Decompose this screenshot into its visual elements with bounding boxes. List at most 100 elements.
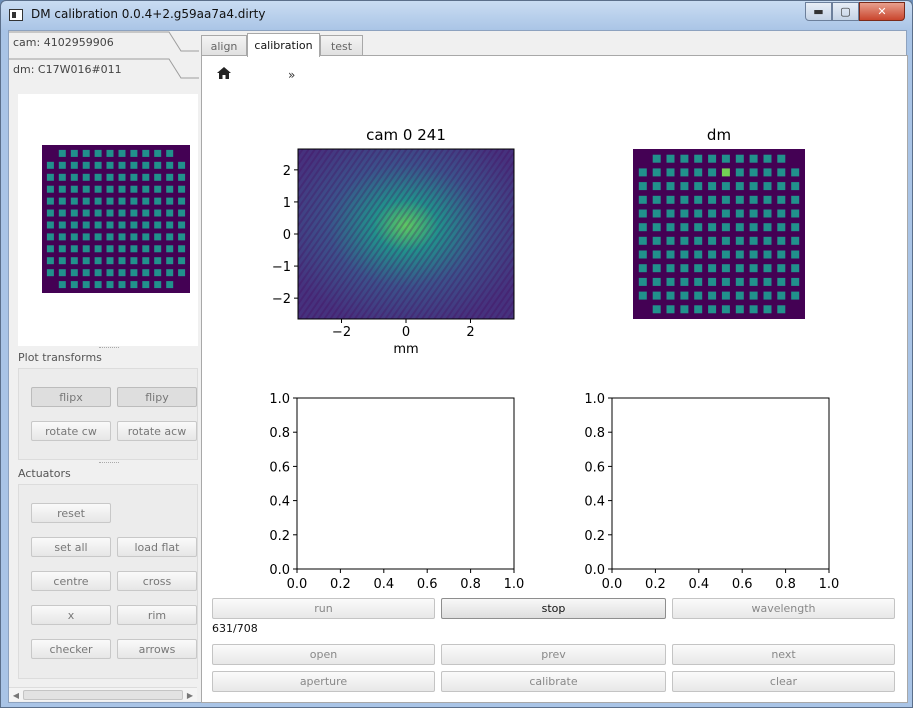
rotate-cw-button[interactable]: rotate cw <box>31 421 111 441</box>
scroll-right-icon[interactable]: ▶ <box>186 690 194 700</box>
minimize-button[interactable]: ▬ <box>805 2 832 21</box>
stop-button[interactable]: stop <box>441 598 666 619</box>
dm-actuator <box>721 195 730 204</box>
empty-plot-left-y-tick-label: 0.0 <box>269 563 290 578</box>
window-title: DM calibration 0.0.4+2.g59aa7a4.dirty <box>31 7 266 21</box>
flipy-button[interactable]: flipy <box>117 387 197 407</box>
dm-preview-image <box>42 145 190 293</box>
dm-actuator <box>70 269 78 277</box>
dm-actuator <box>777 195 786 204</box>
horizontal-scrollbar[interactable]: ◀ ▶ <box>9 687 197 701</box>
dm-actuator <box>82 269 90 277</box>
reset-button[interactable]: reset <box>31 503 111 523</box>
x-button[interactable]: x <box>31 605 111 625</box>
dm-actuator <box>791 277 800 286</box>
dm-actuator <box>106 161 114 169</box>
home-icon[interactable] <box>216 66 232 80</box>
dm-actuator <box>142 185 150 193</box>
dm-actuator <box>130 221 138 229</box>
dm-actuator <box>777 264 786 273</box>
dm-actuator <box>666 277 675 286</box>
dm-actuator <box>70 149 78 157</box>
dm-actuator <box>118 269 126 277</box>
dm-actuator <box>106 149 114 157</box>
more-icon[interactable]: » <box>288 68 296 82</box>
dm-actuator <box>735 209 744 218</box>
dm-actuator <box>749 250 758 259</box>
side-tab-cam[interactable]: cam: 4102959906 <box>9 31 199 55</box>
dm-actuator <box>154 149 162 157</box>
prev-button[interactable]: prev <box>441 644 666 665</box>
dm-actuator <box>58 281 66 289</box>
dm-actuator <box>154 209 162 217</box>
dm-actuator <box>749 195 758 204</box>
dm-actuator <box>118 245 126 253</box>
cross-button[interactable]: cross <box>117 571 197 591</box>
dm-actuator <box>106 173 114 181</box>
set-all-button[interactable]: set all <box>31 537 111 557</box>
splitter-handle[interactable] <box>99 347 119 350</box>
maximize-button[interactable]: ▢ <box>832 2 859 21</box>
dm-actuator <box>94 269 102 277</box>
arrows-button[interactable]: arrows <box>117 639 197 659</box>
dm-actuator <box>142 269 150 277</box>
dm-actuator <box>178 257 186 265</box>
dm-actuator <box>791 182 800 191</box>
dm-actuator <box>763 250 772 259</box>
load-flat-button[interactable]: load flat <box>117 537 197 557</box>
close-button[interactable]: ✕ <box>859 2 905 21</box>
empty-plot-left-y-tick-label: 0.6 <box>269 460 290 475</box>
tab-test[interactable]: test <box>320 35 363 56</box>
splitter-handle[interactable] <box>99 462 119 465</box>
scroll-left-icon[interactable]: ◀ <box>12 690 20 700</box>
run-button[interactable]: run <box>212 598 435 619</box>
dm-actuator <box>680 182 689 191</box>
dm-actuator <box>58 173 66 181</box>
open-button[interactable]: open <box>212 644 435 665</box>
centre-button[interactable]: centre <box>31 571 111 591</box>
dm-actuator <box>708 291 717 300</box>
rotate-acw-button[interactable]: rotate acw <box>117 421 197 441</box>
flipx-button[interactable]: flipx <box>31 387 111 407</box>
dm-actuator <box>721 264 730 273</box>
dm-actuator <box>638 277 647 286</box>
empty-plot-left-x-tick-label: 1.0 <box>504 577 525 592</box>
aperture-button[interactable]: aperture <box>212 671 435 692</box>
tab-align[interactable]: align <box>201 35 247 56</box>
wavelength-button[interactable]: wavelength <box>672 598 895 619</box>
side-tab-dm[interactable]: dm: C17W016#011 <box>9 58 199 82</box>
rim-button[interactable]: rim <box>117 605 197 625</box>
title-bar[interactable]: DM calibration 0.0.4+2.g59aa7a4.dirty ▬ … <box>1 1 912 29</box>
dm-actuator <box>791 195 800 204</box>
dm-actuator <box>652 291 661 300</box>
dm-actuator <box>680 264 689 273</box>
dm-actuator <box>777 154 786 163</box>
empty-plot-right-x-tick-label: 0.2 <box>645 577 666 592</box>
dm-actuator <box>82 281 90 289</box>
empty-plot-left-y-tick-label: 1.0 <box>269 392 290 407</box>
dm-actuator <box>118 197 126 205</box>
tab-calibration[interactable]: calibration <box>247 33 320 57</box>
dm-actuator <box>694 250 703 259</box>
dm-actuator <box>118 173 126 181</box>
dm-actuator <box>721 168 730 177</box>
dm-actuator <box>680 154 689 163</box>
cam-y-tick-label: 2 <box>283 164 291 179</box>
dm-actuator <box>749 291 758 300</box>
dm-actuator <box>106 221 114 229</box>
dm-actuator <box>749 223 758 232</box>
dm-actuator <box>70 173 78 181</box>
checker-button[interactable]: checker <box>31 639 111 659</box>
dm-actuator <box>46 185 54 193</box>
dm-actuator <box>46 197 54 205</box>
dm-actuator <box>58 185 66 193</box>
dm-actuator <box>680 305 689 314</box>
dm-actuator <box>763 277 772 286</box>
dm-actuator <box>82 197 90 205</box>
calibrate-button[interactable]: calibrate <box>441 671 666 692</box>
scroll-thumb[interactable] <box>23 690 183 700</box>
dm-actuator <box>130 245 138 253</box>
clear-button[interactable]: clear <box>672 671 895 692</box>
next-button[interactable]: next <box>672 644 895 665</box>
client-area: cam: 4102959906 dm: C17W016#011 Plot tra… <box>8 30 908 703</box>
